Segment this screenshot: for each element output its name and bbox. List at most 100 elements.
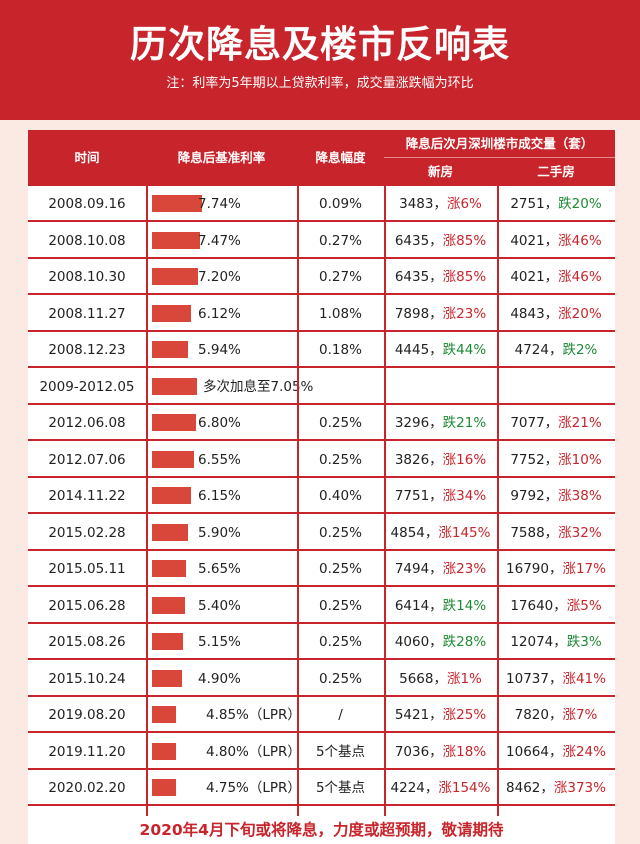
time-cell: 2020.02.20: [48, 780, 126, 796]
second-sep: ，: [544, 451, 559, 468]
new-volume: 4224: [390, 780, 425, 796]
table-row: 2008.09.16 7.74% 0.09% 3483，涨6% 2751，跌20…: [28, 186, 615, 222]
time-cell: 2012.06.08: [48, 415, 126, 431]
second-change: 涨10%: [558, 451, 602, 468]
rate-cell: 5.94%: [198, 342, 241, 358]
table-row: 2014.11.22 6.15% 0.40% 7751，涨34% 9792，涨3…: [28, 478, 615, 514]
rate-cell: 多次加息至7.05%: [203, 378, 314, 395]
new-change: 涨23%: [442, 305, 487, 322]
new-change: 涨85%: [442, 269, 487, 285]
second-hand-cell: 2751，跌20%: [497, 186, 615, 222]
header-rate: 降息后基准利率: [177, 150, 266, 165]
second-sep: ，: [548, 743, 563, 760]
new-change: 跌14%: [442, 597, 487, 614]
cut-cell: 5个基点: [315, 780, 366, 796]
table-row: 2015.05.11 5.65% 0.25% 7494，涨23% 16790，涨…: [28, 551, 615, 587]
header-volume-group: 降息后次月深圳楼市成交量（套）: [405, 136, 594, 151]
rate-bar: [152, 414, 196, 431]
rate-bar: [152, 669, 182, 687]
header-divider: [384, 157, 615, 158]
second-volume: 4021: [510, 269, 545, 285]
new-volume: 3826: [394, 451, 430, 468]
time-cell: 2008.09.16: [48, 196, 126, 212]
second-change: 涨32%: [558, 524, 602, 541]
second-hand-cell: 7077，涨21%: [497, 405, 615, 441]
new-house-cell: 3826，涨16%: [384, 442, 497, 478]
rate-cell: 4.85%（LPR）: [206, 707, 301, 723]
second-hand-cell: 7588，涨32%: [497, 515, 615, 551]
new-volume: 7751: [394, 488, 430, 504]
second-sep: ，: [548, 561, 563, 577]
table-row: 2012.07.06 6.55% 0.25% 3826，涨16% 7752，涨1…: [28, 442, 615, 478]
second-volume: 16790: [506, 561, 549, 577]
new-sep: ，: [429, 488, 443, 504]
new-sep: ，: [433, 196, 447, 212]
table-row: 2009-2012.05 多次加息至7.05%: [28, 368, 615, 405]
time-cell: 2015.06.28: [48, 597, 126, 614]
second-change: 跌20%: [558, 196, 602, 212]
second-hand-cell: 4021，涨46%: [497, 223, 615, 259]
new-house-cell: 6414，跌14%: [384, 588, 497, 624]
time-cell: 2014.11.22: [48, 488, 126, 504]
new-volume: 4060: [394, 634, 430, 650]
second-sep: ，: [544, 488, 559, 504]
second-hand-cell: 4724，跌2%: [497, 332, 615, 368]
time-cell: 2015.02.28: [48, 524, 126, 541]
second-hand-cell: 10664，涨24%: [497, 734, 615, 770]
page-subtitle: 注：利率为5年期以上贷款利率，成交量涨跌幅为环比: [166, 76, 474, 91]
second-sep: ，: [544, 196, 559, 212]
second-volume: 10664: [506, 743, 549, 760]
second-volume: 4021: [510, 232, 545, 249]
rate-bar: [152, 487, 191, 504]
cut-cell: 0.25%: [319, 451, 362, 468]
time-cell: 2015.08.26: [48, 634, 126, 650]
second-sep: ，: [548, 707, 563, 723]
second-hand-cell: 16790，涨17%: [497, 551, 615, 587]
header-new-house: 新房: [427, 164, 453, 179]
new-house-cell: 4445，跌44%: [384, 332, 497, 368]
rate-cell: 5.90%: [198, 524, 241, 541]
new-house-cell: 7036，涨18%: [384, 734, 497, 770]
new-change: 跌21%: [442, 415, 487, 431]
second-sep: ，: [553, 634, 567, 650]
column-divider: [384, 186, 386, 816]
time-cell: 2019.08.20: [48, 707, 126, 723]
header-cut: 降息幅度: [315, 150, 366, 165]
rate-cell: 6.15%: [198, 488, 241, 504]
new-sep: ，: [429, 451, 443, 468]
table-row: 2008.12.23 5.94% 0.18% 4445，跌44% 4724，跌2…: [28, 332, 615, 368]
second-change: 涨5%: [566, 597, 602, 614]
cut-cell: 0.25%: [319, 561, 362, 577]
rate-cell: 7.20%: [198, 269, 241, 285]
new-change: 涨85%: [442, 232, 487, 249]
time-cell: 2008.11.27: [48, 305, 126, 322]
new-change: 涨6%: [446, 196, 482, 212]
second-hand-cell: 10737，涨41%: [497, 661, 615, 697]
cut-cell: 0.25%: [319, 415, 362, 431]
new-house-cell: 4854，涨145%: [384, 515, 497, 551]
new-volume: 5668: [399, 670, 434, 687]
new-change: 涨1%: [446, 670, 482, 687]
second-sep: ，: [544, 232, 559, 249]
new-sep: ，: [424, 780, 439, 796]
rate-cell: 6.12%: [198, 305, 241, 322]
second-volume: 8462: [506, 780, 541, 796]
new-change: 涨34%: [442, 488, 487, 504]
new-house-cell: 4224，涨154%: [384, 770, 497, 806]
second-volume: 4724: [514, 342, 549, 358]
time-cell: 2015.05.11: [48, 561, 126, 577]
second-sep: ，: [544, 524, 559, 541]
table-row: 2020.02.20 4.75%（LPR） 5个基点 4224，涨154% 84…: [28, 770, 615, 806]
second-change: 涨41%: [562, 670, 606, 687]
new-volume: 4854: [390, 524, 425, 541]
new-volume: 3483: [399, 196, 434, 212]
second-volume: 7588: [510, 524, 545, 541]
cut-cell: 0.25%: [319, 597, 362, 614]
rate-bar: [152, 633, 183, 650]
new-sep: ，: [424, 524, 439, 541]
new-sep: ，: [429, 743, 443, 760]
table-row: 2019.11.20 4.80%（LPR） 5个基点 7036，涨18% 106…: [28, 734, 615, 770]
cut-cell: 0.27%: [319, 269, 362, 285]
new-house-cell: 6435，涨85%: [384, 223, 497, 259]
second-change: 跌2%: [562, 342, 598, 358]
